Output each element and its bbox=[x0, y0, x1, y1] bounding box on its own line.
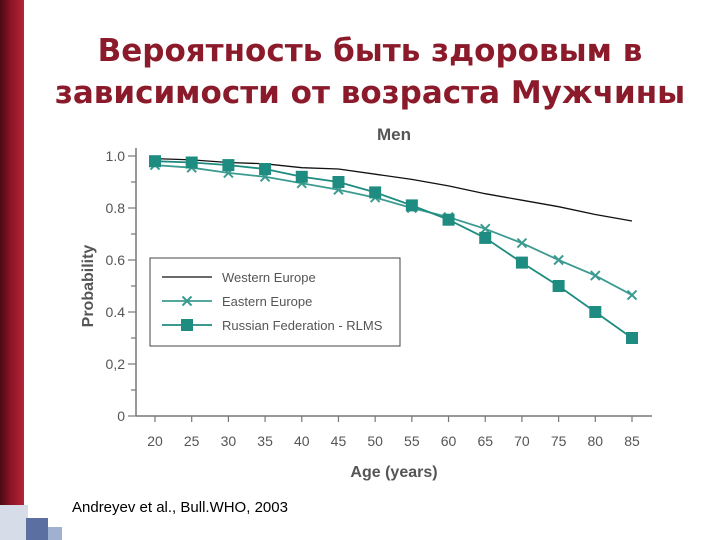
x-tick-label: 85 bbox=[624, 433, 640, 449]
data-point-x bbox=[480, 223, 491, 235]
x-tick-label: 25 bbox=[184, 433, 200, 449]
legend-label: Eastern Europe bbox=[222, 294, 312, 309]
y-tick-label: 0 bbox=[117, 408, 125, 424]
y-tick-label: 0.4 bbox=[106, 304, 126, 320]
data-point-square bbox=[515, 256, 528, 269]
y-tick-label: 0.6 bbox=[106, 252, 126, 268]
slide-title-line: зависимости от возраста Мужчины bbox=[54, 75, 686, 111]
data-point-x bbox=[590, 270, 601, 281]
data-point-square bbox=[626, 332, 638, 344]
legend-label: Russian Federation - RLMS bbox=[222, 318, 383, 333]
corner-decoration bbox=[0, 505, 28, 540]
data-point-square bbox=[181, 319, 193, 331]
slide-title: Вероятность быть здоровым в зависимости … bbox=[40, 30, 700, 114]
x-tick-label: 60 bbox=[441, 433, 457, 449]
data-point-square bbox=[332, 176, 345, 188]
data-point-square bbox=[405, 199, 418, 212]
data-point-square bbox=[442, 213, 455, 226]
y-axis-label: Probability bbox=[80, 245, 97, 328]
data-point-x bbox=[516, 237, 528, 249]
x-tick-label: 45 bbox=[331, 433, 347, 449]
data-point-x bbox=[626, 289, 638, 301]
series-western-europe bbox=[154, 157, 633, 222]
data-point-x-stroke bbox=[626, 289, 638, 301]
x-tick-label: 20 bbox=[147, 433, 163, 449]
data-point-square bbox=[589, 306, 602, 318]
source-credit: Andreyev et al., Bull.WHO, 2003 bbox=[72, 499, 288, 516]
slide-side-bar bbox=[0, 0, 24, 540]
series-line bbox=[154, 157, 633, 222]
data-point-x-stroke bbox=[553, 254, 564, 266]
y-tick-label: 0,2 bbox=[106, 356, 126, 372]
data-point-square bbox=[259, 163, 272, 175]
data-point-square bbox=[222, 159, 235, 172]
x-axis-label: Age (years) bbox=[350, 464, 437, 481]
x-tick-label: 65 bbox=[477, 433, 493, 449]
chart-title: Men bbox=[377, 125, 411, 144]
x-tick-label: 30 bbox=[221, 433, 237, 449]
series-line bbox=[154, 160, 633, 339]
data-point-square bbox=[369, 186, 382, 199]
data-point-square bbox=[295, 170, 308, 183]
data-point-x-stroke bbox=[181, 295, 193, 307]
x-tick-label: 40 bbox=[294, 433, 310, 449]
data-point-square bbox=[479, 231, 492, 244]
chart-series-layer bbox=[149, 155, 638, 344]
data-point-x bbox=[181, 295, 193, 307]
corner-decoration bbox=[26, 518, 48, 540]
data-point-x-stroke bbox=[480, 223, 491, 235]
x-tick-label: 75 bbox=[551, 433, 567, 449]
x-tick-label: 55 bbox=[404, 433, 420, 449]
data-point-x bbox=[553, 254, 564, 266]
slide-title-line: Вероятность быть здоровым в bbox=[97, 33, 643, 69]
data-point-square bbox=[552, 280, 565, 292]
series-line bbox=[154, 164, 633, 296]
corner-decoration bbox=[48, 527, 62, 540]
x-tick-label: 80 bbox=[588, 433, 604, 449]
legend-label: Western Europe bbox=[222, 270, 316, 285]
data-point-square bbox=[149, 155, 161, 168]
x-tick-label: 50 bbox=[367, 433, 383, 449]
chart-legend: Western Europe Eastern Europe Russian Fede… bbox=[149, 257, 401, 347]
data-point-square bbox=[185, 156, 198, 169]
slide-side-line bbox=[24, 0, 26, 540]
x-tick-label: 35 bbox=[257, 433, 273, 449]
data-point-x-stroke bbox=[590, 270, 601, 281]
data-point-x-stroke bbox=[516, 237, 528, 249]
series-russian-federation-rlms bbox=[149, 155, 638, 344]
y-tick-label: 0.8 bbox=[106, 200, 126, 216]
chart-axes: 0 0,2 0.4 0.6 0.8 1.0 20 25 30 35 40 45 50 55 60 65 70 75… bbox=[106, 148, 652, 449]
y-tick-label: 1.0 bbox=[106, 148, 126, 164]
x-tick-label: 70 bbox=[514, 433, 530, 449]
legend-box bbox=[149, 257, 401, 347]
